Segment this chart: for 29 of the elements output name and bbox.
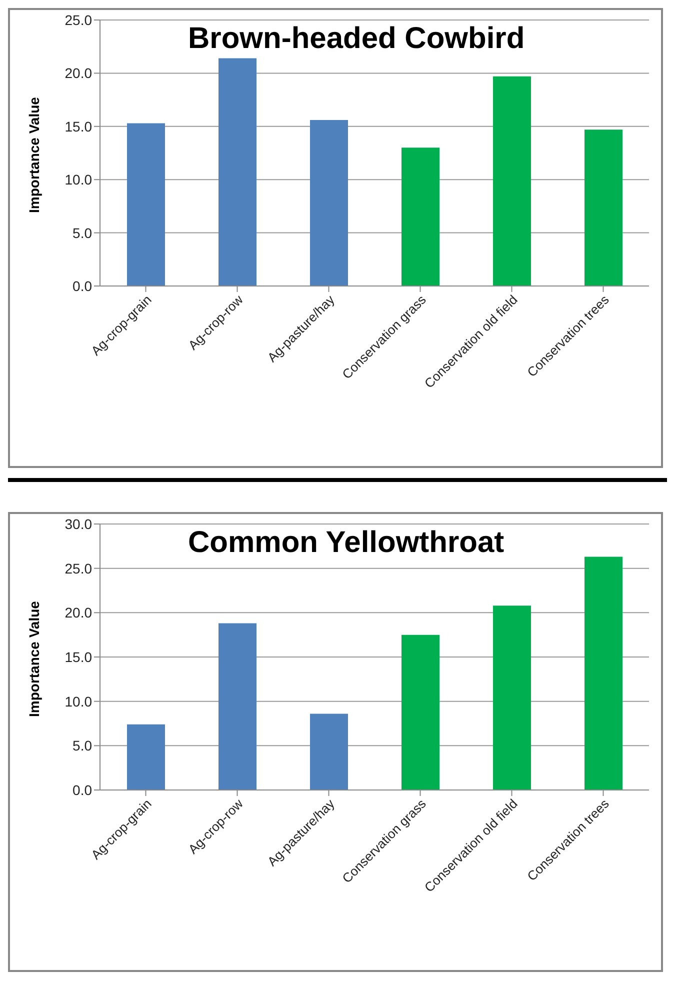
- bar: [493, 606, 531, 790]
- bar: [218, 623, 256, 790]
- bar: [584, 556, 622, 790]
- bar: [310, 120, 348, 286]
- y-tick-label: 5.0: [72, 224, 92, 241]
- bar: [584, 130, 622, 286]
- bar: [402, 634, 440, 790]
- y-tick-label: 20.0: [64, 604, 92, 621]
- y-tick-label: 10.0: [64, 693, 92, 710]
- bar: [127, 123, 165, 286]
- y-tick-label: 10.0: [64, 172, 92, 188]
- y-tick-label: 25.0: [64, 12, 92, 28]
- y-tick-label: 0.0: [72, 278, 92, 294]
- bar: [127, 724, 165, 790]
- y-tick-label: 20.0: [64, 65, 92, 82]
- y-tick-label: 25.0: [64, 560, 92, 576]
- y-tick-label: 0.0: [72, 782, 92, 798]
- bar: [402, 148, 440, 286]
- y-tick-label: 15.0: [64, 648, 92, 665]
- bar: [493, 76, 531, 286]
- y-axis-title: Importance Value: [26, 600, 42, 717]
- y-tick-label: 15.0: [64, 118, 92, 134]
- y-axis-title: Importance Value: [26, 96, 42, 213]
- chart-title: Common Yellowthroat: [188, 526, 504, 560]
- chart-title: Brown-headed Cowbird: [188, 22, 525, 56]
- bar: [310, 714, 348, 790]
- y-tick-label: 5.0: [72, 738, 92, 754]
- bar: [218, 58, 256, 286]
- y-tick-label: 30.0: [64, 516, 92, 532]
